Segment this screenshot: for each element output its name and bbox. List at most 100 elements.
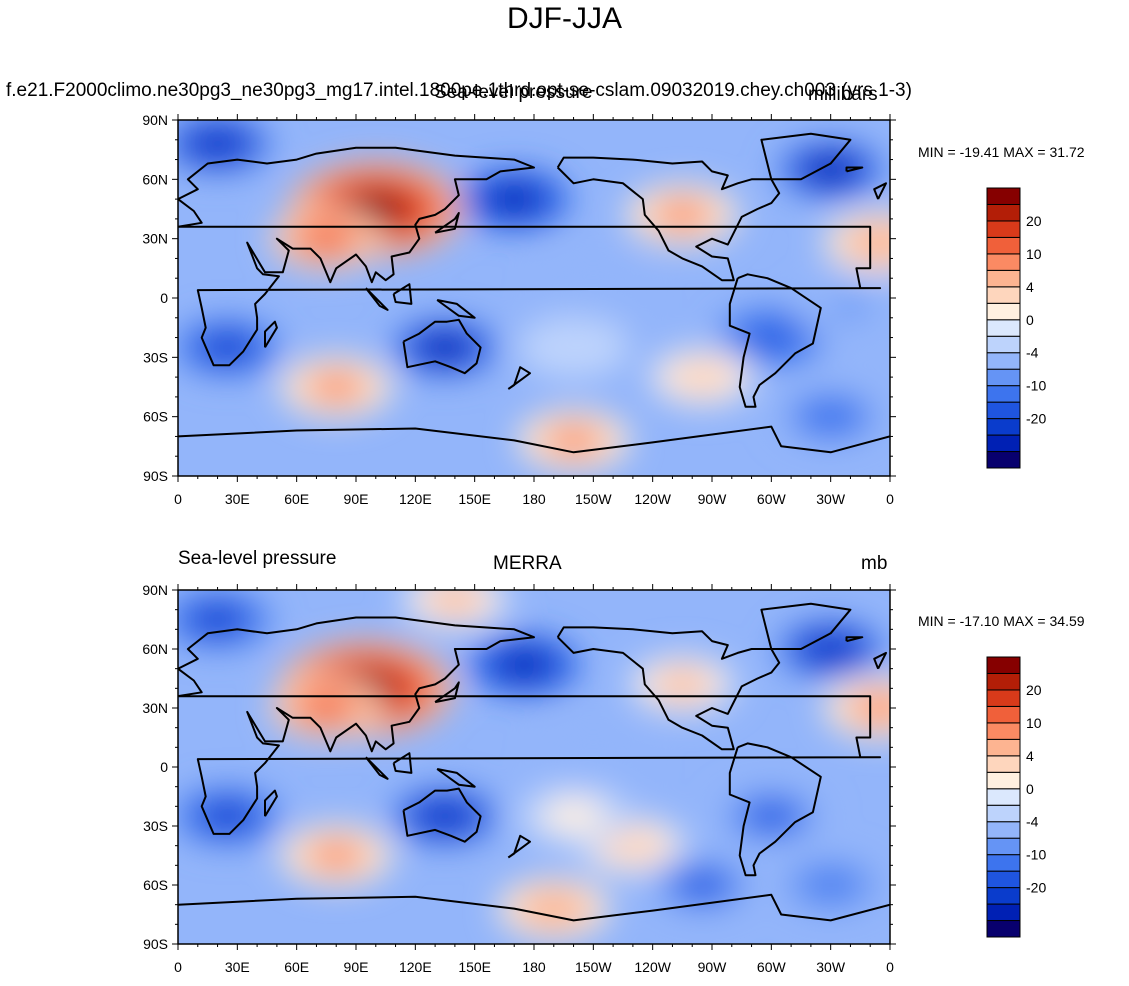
- coastline-1-7: [392, 283, 413, 305]
- x-tick-label: 30E: [225, 959, 250, 975]
- colorbar-swatch-1-2: [986, 418, 1021, 436]
- y-tick-label: 60S: [143, 409, 168, 425]
- colorbar-label: -20: [1026, 411, 1046, 427]
- figure-title: DJF-JJA: [507, 2, 622, 35]
- panel1-left-text: f.e21.F2000climo.ne30pg3_ne30pg3_mg17.in…: [6, 80, 912, 101]
- y-tick-label: 30S: [143, 349, 168, 365]
- slp-feature-2-2-3: [504, 654, 544, 676]
- colorbar-swatch-2-10: [986, 755, 1021, 773]
- colorbar-label: -20: [1026, 880, 1046, 896]
- slp-feature-1-10-3: [316, 376, 356, 398]
- colorbar-swatch-2-11: [986, 738, 1021, 757]
- x-tick-label: 120W: [634, 491, 671, 507]
- colorbar-swatch-2-2: [986, 887, 1021, 905]
- x-tick-label: 0: [174, 491, 182, 507]
- slp-feature-1-7-3: [425, 336, 465, 359]
- slp-feature-1-4-3: [198, 133, 237, 155]
- y-tick-label: 0: [160, 759, 168, 775]
- coastline-2-6: [365, 756, 389, 780]
- coastline-1-0: [178, 146, 882, 367]
- slp-feature-1-9-3: [752, 326, 791, 349]
- colorbar-swatch-2-5: [986, 837, 1021, 856]
- slp-feature-2-14-3: [682, 874, 722, 896]
- slp-feature-2-11-3: [316, 844, 356, 867]
- coastline-1-8: [436, 299, 476, 319]
- slp-feature-2-16-3: [554, 805, 593, 827]
- x-tick-label: 90W: [698, 491, 728, 507]
- coastline-1-10: [507, 366, 531, 390]
- colorbar-swatch-1-12: [986, 253, 1021, 271]
- slp-feature-1-6-3: [860, 232, 890, 254]
- colorbar-label: -4: [1026, 345, 1039, 361]
- coastline-2-12: [845, 636, 864, 643]
- colorbar-label: 20: [1026, 682, 1042, 698]
- coastline-1-12: [845, 166, 864, 173]
- colorbar-swatch-1-7: [986, 335, 1021, 354]
- coastline-1-13: [264, 320, 278, 348]
- x-tick-label: 90W: [698, 959, 728, 975]
- colorbar-swatch-2-15: [986, 672, 1021, 691]
- colorbar-swatch-2-0: [986, 920, 1021, 938]
- colorbar-label: 4: [1026, 748, 1034, 764]
- panel1-stats: MIN = -19.41 MAX = 31.72: [918, 144, 1085, 160]
- x-tick-label: 0: [174, 959, 182, 975]
- coastline-1-11: [873, 182, 887, 200]
- x-tick-label: 60E: [284, 491, 309, 507]
- x-tick-label: 90E: [344, 491, 369, 507]
- slp-feature-1-13-3: [554, 336, 593, 359]
- coastline-1-2: [728, 273, 822, 408]
- slp-feature-1-5-3: [663, 204, 702, 226]
- coastline-1-3: [402, 318, 482, 375]
- x-tick-label: 0: [886, 491, 894, 507]
- coastline-2-2: [728, 742, 822, 877]
- colorbar-swatch-2-14: [986, 689, 1021, 707]
- panel1-map: 0 30E 60E 90E 120E 150E 180 150W 120W 90W 60W 30W 09…: [142, 112, 896, 507]
- colorbar-swatch-1-3: [986, 401, 1021, 420]
- slp-feature-2-8-3: [425, 805, 465, 827]
- slp-feature-2-5-3: [435, 590, 475, 611]
- y-tick-label: 30S: [143, 818, 168, 834]
- coastline-2-13: [264, 789, 278, 817]
- x-tick-label: 150W: [575, 491, 612, 507]
- slp-feature-2-3-3: [811, 638, 850, 660]
- colorbar-swatch-2-3: [986, 870, 1021, 889]
- colorbar-swatch-2-6: [986, 821, 1021, 839]
- colorbar-label: -10: [1026, 378, 1046, 394]
- slp-feature-1-8-3: [208, 336, 247, 359]
- coastline-1-4: [760, 132, 852, 181]
- slp-feature-1-12-3: [682, 366, 722, 388]
- coastline-2-11: [873, 651, 887, 670]
- colorbar-swatch-1-8: [986, 319, 1021, 337]
- y-tick-label: 90N: [142, 582, 168, 598]
- coastline-2-0: [178, 616, 882, 835]
- x-tick-label: 60E: [284, 959, 309, 975]
- slp-feature-1-3-3: [811, 158, 850, 181]
- coastline-1-6: [365, 287, 389, 311]
- colorbar-swatch-2-13: [986, 705, 1021, 724]
- x-tick-label: 150E: [458, 959, 491, 975]
- colorbar-swatch-2-4: [986, 854, 1021, 872]
- x-tick-label: 60W: [757, 959, 787, 975]
- slp-feature-1-1-3: [307, 228, 346, 250]
- colorbar-label: 10: [1026, 246, 1042, 262]
- coastline-2-8: [436, 768, 476, 788]
- colorbar-swatch-2-7: [986, 804, 1021, 823]
- colorbar-swatch-1-5: [986, 368, 1021, 387]
- panel2-left-text: Sea-level pressure: [178, 548, 337, 569]
- colorbar-label: 20: [1026, 213, 1042, 229]
- colorbar-swatch-1-1: [986, 434, 1021, 453]
- colorbar-label: 0: [1026, 312, 1034, 328]
- panel2-stats: MIN = -17.10 MAX = 34.59: [918, 613, 1085, 629]
- colorbar-label: 4: [1026, 279, 1034, 295]
- colorbar-swatch-2-16: [986, 656, 1021, 674]
- coastline-2-5: [178, 893, 890, 922]
- slp-feature-2-9-3: [208, 805, 247, 827]
- colorbar-swatch-1-16: [986, 187, 1021, 205]
- colorbar-label: -4: [1026, 814, 1039, 830]
- colorbar-label: 10: [1026, 715, 1042, 731]
- x-tick-label: 120W: [634, 959, 671, 975]
- y-tick-label: 90S: [143, 936, 168, 952]
- slp-feature-2-6-3: [663, 673, 702, 695]
- colorbar-swatch-1-9: [986, 302, 1021, 321]
